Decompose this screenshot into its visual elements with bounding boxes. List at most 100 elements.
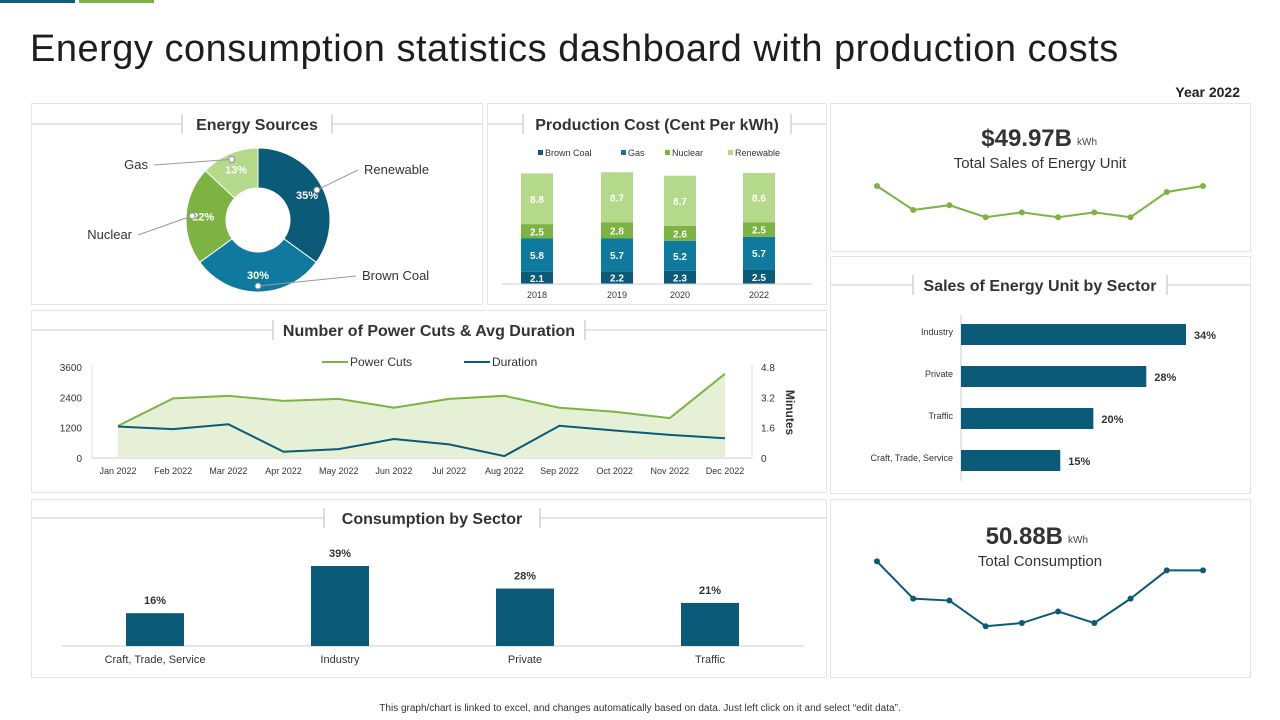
total-consumption-caption: Total Consumption [978, 553, 1102, 570]
total-sales-point-2 [946, 202, 953, 209]
total-consumption-point-2 [946, 597, 953, 604]
x-tick-8: Sep 2022 [540, 466, 579, 476]
bar-brown-coal-2020 [664, 270, 696, 284]
total-consumption-point-4 [1018, 620, 1025, 627]
total-sales-point-9 [1200, 183, 1206, 189]
legend-label-brown-coal: Brown Coal [545, 148, 592, 158]
energy-sources-chart[interactable]: Energy Sources 35% 30% 22% 13% Renewable Brown… [32, 104, 482, 304]
total-sales-point-0 [874, 183, 880, 189]
category-label-0: Industry [921, 327, 954, 337]
callout-line-gas [153, 158, 232, 166]
x-tick-3: Apr 2022 [265, 466, 302, 476]
category-label-3: Traffic [695, 654, 725, 666]
total-consumption-point-5 [1055, 608, 1062, 615]
total-consumption-value: 50.88B [986, 523, 1063, 550]
slice-brown-coal [257, 147, 331, 264]
legend-swatch-renewable [728, 150, 733, 155]
bar-label-2: 28% [514, 571, 536, 583]
x-tick-4: May 2022 [319, 466, 359, 476]
consumption-by-sector-title: Consumption by Sector [342, 511, 522, 528]
bar-label-0: 16% [144, 595, 166, 607]
total-sales-caption: Total Sales of Energy Unit [954, 155, 1127, 172]
callout-dot-brown-coal [313, 186, 321, 194]
power-cuts-title: Number of Power Cuts & Avg Duration [283, 323, 575, 340]
x-tick-2020: 2020 [670, 290, 690, 300]
bar-label-nuclear-2022: 2.5 [752, 226, 766, 237]
x-tick-11: Dec 2022 [706, 466, 745, 476]
bar-label-nuclear-2019: 2.8 [610, 226, 624, 237]
bar-label-0: 34% [1194, 330, 1216, 342]
power-cuts-panel: Number of Power Cuts & Avg Duration Power… [31, 310, 827, 493]
sales-by-sector-title: Sales of Energy Unit by Sector [924, 278, 1157, 295]
bar-label-3: 15% [1068, 456, 1090, 468]
total-sales-point-6 [1091, 209, 1098, 216]
total-consumption-point-9 [1200, 567, 1206, 574]
consumption-by-sector-chart[interactable]: Consumption by Sector 16% Craft, Trade, Se… [32, 500, 826, 677]
y2-tick-3: 0 [761, 454, 767, 465]
footer-note: This graph/chart is linked to excel, and… [379, 703, 901, 714]
legend-swatch-nuclear [665, 150, 670, 155]
callout-label-3: Gas [124, 157, 148, 172]
x-tick-0: Jan 2022 [99, 466, 136, 476]
total-sales-point-8 [1163, 189, 1170, 195]
bar-brown-coal-2018 [521, 271, 553, 284]
legend-label-nuclear: Nuclear [672, 148, 703, 158]
callout-label-2: Nuclear [87, 227, 132, 242]
production-cost-title: Production Cost (Cent Per kWh) [535, 117, 779, 134]
energy-sources-panel: Energy Sources 35% 30% 22% 13% Renewable Brown… [31, 103, 483, 305]
legend-label-duration: Duration [492, 355, 537, 369]
bar-renewable-2022 [743, 172, 775, 223]
total-consumption-panel: 50.88B kWh Total Consumption [830, 499, 1251, 678]
energy-sources-title: Energy Sources [196, 117, 318, 134]
bar-gas-2019 [601, 238, 633, 272]
total-sales-point-3 [982, 214, 989, 221]
sales-by-sector-chart[interactable]: Sales of Energy Unit by Sector Industry 34… [831, 257, 1250, 493]
bar-gas-2020 [664, 240, 696, 271]
legend-label-renewable: Renewable [735, 148, 780, 158]
x-tick-6: Jul 2022 [432, 466, 466, 476]
total-sales-chart[interactable]: $49.97B kWh Total Sales of Energy Unit [831, 104, 1250, 251]
total-consumption-point-8 [1163, 567, 1170, 574]
bar-gas-2022 [743, 236, 775, 270]
bar-0 [126, 613, 184, 646]
x-tick-2022: 2022 [749, 290, 769, 300]
total-sales-point-5 [1055, 214, 1062, 221]
callout-line-nuclear [137, 215, 193, 236]
slice-label-nuclear: 22% [192, 212, 214, 224]
total-consumption-line [876, 560, 1203, 628]
total-sales-point-1 [910, 207, 917, 213]
bar-label-brown-coal-2020: 2.3 [673, 273, 687, 284]
total-consumption-point-7 [1127, 595, 1134, 602]
consumption-by-sector-panel: Consumption by Sector 16% Craft, Trade, Se… [31, 499, 827, 678]
power-cuts-chart[interactable]: Number of Power Cuts & Avg Duration Power… [32, 311, 826, 492]
category-label-0: Craft, Trade, Service [105, 654, 206, 666]
bar-nuclear-2018 [521, 224, 553, 239]
bar-nuclear-2020 [664, 225, 696, 241]
x-tick-9: Oct 2022 [596, 466, 633, 476]
production-cost-chart[interactable]: Production Cost (Cent Per kWh) Brown Coal… [488, 104, 826, 304]
total-sales-unit: kWh [1077, 137, 1097, 148]
bar-renewable-2020 [664, 175, 696, 226]
bar-label-2: 20% [1101, 414, 1123, 426]
y-tick-2: 1200 [60, 424, 83, 435]
callout-label-0: Renewable [364, 162, 429, 177]
slice-label-renewable: 30% [247, 270, 269, 282]
category-label-3: Craft, Trade, Service [870, 453, 953, 463]
x-tick-1: Feb 2022 [154, 466, 192, 476]
bar-label-gas-2022: 5.7 [752, 249, 766, 260]
bar-3 [681, 602, 739, 646]
bar-brown-coal-2022 [743, 269, 775, 284]
legend-swatch-gas [621, 150, 626, 155]
callout-dot-nuclear [188, 212, 196, 220]
bar-label-nuclear-2020: 2.6 [673, 229, 687, 240]
total-consumption-chart[interactable]: 50.88B kWh Total Consumption [831, 500, 1250, 677]
bar-renewable-2018 [521, 173, 553, 225]
x-tick-5: Jun 2022 [375, 466, 412, 476]
sales-by-sector-panel: Sales of Energy Unit by Sector Industry 34… [830, 256, 1251, 494]
bar-label-renewable-2019: 8.7 [610, 193, 624, 204]
bar-label-gas-2018: 5.8 [530, 251, 544, 262]
slice-label-brown-coal: 35% [296, 190, 318, 202]
bar-0 [961, 324, 1186, 345]
bar-nuclear-2022 [743, 222, 775, 237]
total-sales-value: $49.97B [981, 125, 1072, 152]
